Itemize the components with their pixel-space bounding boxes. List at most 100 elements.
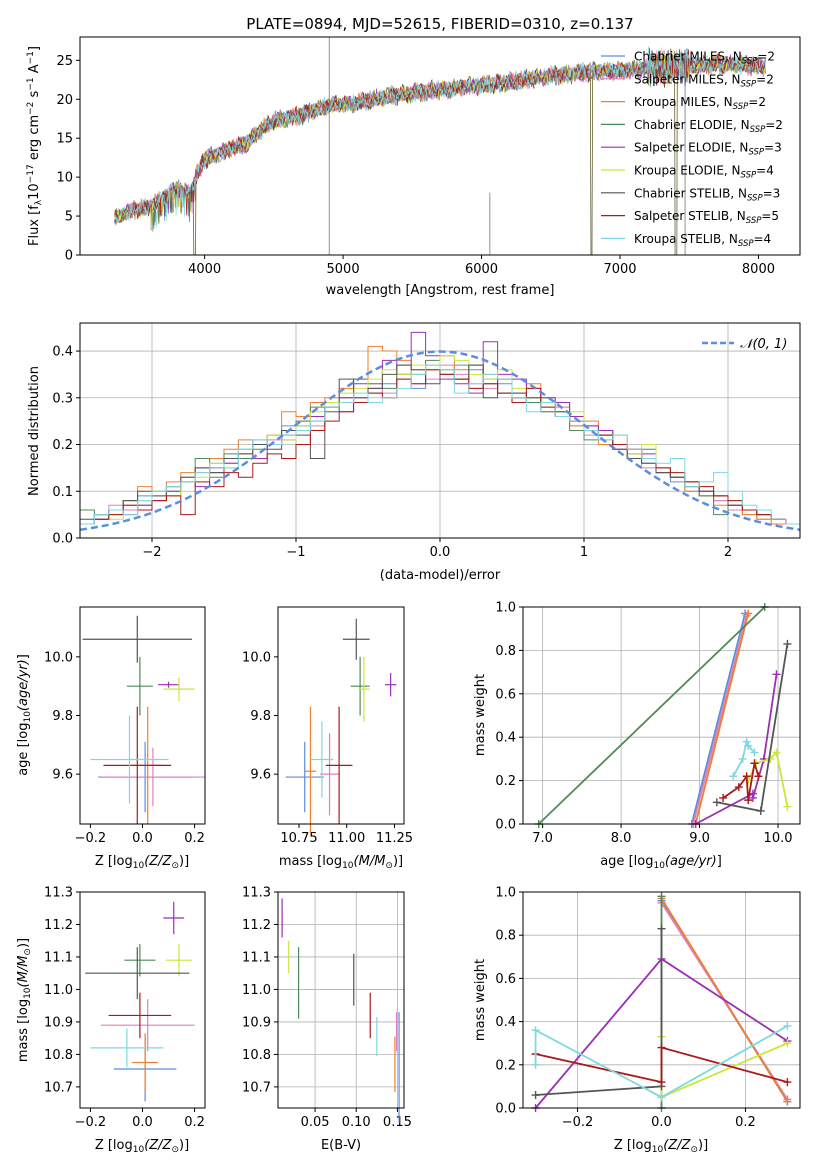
- weight-marker-6: [783, 639, 792, 648]
- spectrum-ticks: 4000 5000 6000 7000 8000 0 5 10 15 20 25: [56, 54, 775, 277]
- z-age-panel: −0.2 0.0 0.2 9.6 9.8 10.0 Z [log10(Z/Z⊙)] age…: [16, 606, 206, 871]
- z-age-axes-frame: [79, 606, 206, 825]
- x-tick-label: 0.2: [184, 831, 205, 846]
- spectrum-lines: [114, 37, 766, 256]
- y-tick-label: 11.1: [44, 950, 73, 965]
- x-tick-label: 0.10: [342, 1115, 371, 1130]
- spectrum-ylabel: Flux [fλ10−17 erg cm−2 s−1 A−1]: [26, 46, 44, 246]
- y-tick-label: 0.2: [52, 438, 73, 453]
- weight-marker-7: [657, 1078, 666, 1087]
- legend-label-7: Salpeter STELIB, NSSP=5: [634, 209, 779, 226]
- weight-line-3: [538, 606, 766, 825]
- z-age-xlabel: Z [log10(Z/Z⊙)]: [95, 854, 189, 871]
- weight-marker-5: [783, 802, 792, 811]
- x-tick-label: 8000: [742, 262, 775, 277]
- x-tick-label: 11.00: [328, 831, 365, 846]
- y-tick-label: 10.8: [242, 1048, 271, 1063]
- weight-marker-4: [748, 793, 757, 802]
- y-tick-label: 10: [56, 171, 73, 186]
- spectrum-axes-frame: [79, 36, 801, 256]
- weight-marker-3: [657, 892, 666, 901]
- x-tick-label: 9.0: [689, 831, 710, 846]
- y-tick-label: 0.0: [495, 1102, 516, 1117]
- x-tick-label: 2: [724, 545, 732, 560]
- z-age-errorbars: [82, 615, 205, 824]
- legend-label-5: Kroupa ELODIE, NSSP=4: [634, 164, 774, 181]
- z-weight-xlabel: Z [log10(Z/Z⊙)]: [614, 1138, 708, 1155]
- x-tick-label: 5000: [327, 262, 360, 277]
- x-tick-label: 0.2: [735, 1115, 756, 1130]
- y-tick-label: 5: [65, 210, 73, 225]
- y-tick-label: 1.0: [495, 601, 516, 616]
- y-tick-label: 0.8: [495, 929, 516, 944]
- z-weight-axes-frame: [522, 891, 801, 1109]
- mass-age-ticks: 10.75 11.00 11.25 9.6 9.8 10.0: [242, 650, 413, 846]
- weight-marker-8: [657, 1093, 666, 1102]
- x-tick-label: 10.0: [764, 831, 793, 846]
- hist-line-6: [80, 364, 800, 525]
- x-tick-label: 0.05: [301, 1115, 330, 1130]
- y-tick-label: 0.4: [495, 731, 516, 746]
- z-mass-errorbars: [85, 901, 195, 1102]
- y-tick-label: 0: [65, 249, 73, 264]
- weight-line-4: [695, 674, 778, 825]
- y-tick-label: 15: [56, 132, 73, 147]
- age-weight-ylabel: mass weight: [473, 674, 488, 756]
- y-tick-label: 11.2: [44, 918, 73, 933]
- y-tick-label: 9.6: [250, 768, 271, 783]
- x-tick-label: 1: [580, 545, 588, 560]
- y-tick-label: 9.6: [52, 768, 73, 783]
- age-weight-axes-frame: [522, 606, 801, 825]
- residual-ylabel: Normed distribution: [27, 366, 42, 496]
- chart-title: PLATE=0894, MJD=52615, FIBERID=0310, z=0…: [246, 15, 633, 33]
- mass-age-panel: 10.75 11.00 11.25 9.6 9.8 10.0 mass [log10(M/…: [242, 606, 413, 871]
- weight-marker-7: [734, 783, 743, 792]
- weight-line-0: [690, 613, 746, 825]
- y-tick-label: 0.4: [52, 345, 73, 360]
- spectrum-line-8: [114, 45, 766, 228]
- y-tick-label: 10.9: [242, 1015, 271, 1030]
- z-mass-ylabel: mass [log10(M/M⊙)]: [16, 938, 33, 1062]
- residual-hist: [79, 331, 801, 532]
- y-tick-label: 0.0: [52, 532, 73, 547]
- y-tick-label: 20: [56, 93, 73, 108]
- y-tick-label: 11.0: [242, 983, 271, 998]
- weight-marker-8: [531, 1060, 540, 1069]
- z-mass-axes-frame: [79, 891, 206, 1109]
- spectrum-legend: Chabrier MILES, NSSP=2 Salpeter MILES, NS…: [601, 50, 783, 249]
- ebv-mass-axes-frame: [277, 891, 405, 1109]
- weight-marker-6: [531, 1091, 540, 1100]
- legend-label-6: Chabrier STELIB, NSSP=3: [634, 186, 780, 203]
- weight-marker-4: [772, 670, 781, 679]
- weight-marker-7: [742, 772, 751, 781]
- x-tick-label: 0.0: [651, 1115, 672, 1130]
- y-tick-label: 0.4: [495, 1015, 516, 1030]
- mass-age-errorbars: [285, 618, 397, 836]
- weight-marker-8: [742, 737, 751, 746]
- mass-age-axes-frame: [277, 606, 405, 825]
- spectrum-panel: 4000 5000 6000 7000 8000 0 5 10 15 20 25 Chabrier …: [26, 36, 801, 298]
- weight-marker-7: [744, 796, 753, 805]
- weight-marker-2: [783, 1097, 792, 1106]
- weight-line-5: [660, 1036, 788, 1099]
- legend-label-1: Salpeter MILES, NSSP=2: [634, 72, 774, 89]
- weight-marker-7: [783, 1078, 792, 1087]
- weight-line-6: [535, 928, 663, 1096]
- residual-xlabel: (data-model)/error: [380, 568, 501, 583]
- x-tick-label: 11.25: [376, 831, 413, 846]
- weight-marker-7: [657, 1043, 666, 1052]
- y-tick-label: 0.3: [52, 391, 73, 406]
- y-tick-label: 0.0: [495, 818, 516, 833]
- normal-legend-label: 𝒩(0, 1): [740, 337, 787, 352]
- hist-line-7: [80, 369, 800, 525]
- weight-marker-8: [729, 772, 738, 781]
- y-tick-label: 10.9: [44, 1015, 73, 1030]
- z-weight-lines: [531, 892, 792, 1112]
- legend-label-3: Chabrier ELODIE, NSSP=2: [634, 118, 783, 135]
- y-tick-label: 11.3: [44, 886, 73, 901]
- y-tick-label: 0.8: [495, 644, 516, 659]
- weight-line-6: [716, 643, 789, 813]
- z-mass-ticks: −0.2 0.0 0.2 10.7 10.8 10.9 11.0 11.1 11.2 11.3: [44, 886, 205, 1131]
- weight-marker-8: [750, 748, 759, 757]
- x-tick-label: 4000: [188, 262, 221, 277]
